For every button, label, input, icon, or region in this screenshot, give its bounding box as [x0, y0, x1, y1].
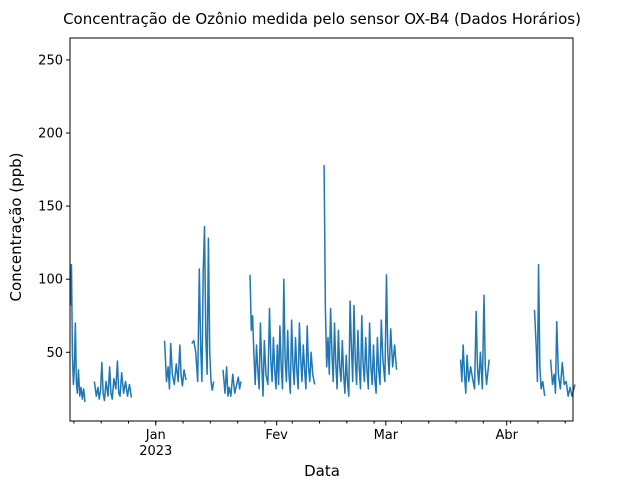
y-tick-label: 250 [38, 53, 63, 68]
axes-frame [69, 37, 574, 422]
series-layer [69, 165, 576, 403]
series-line-segment-0-6 [323, 165, 398, 397]
y-axis-label: Concentração (ppb) [7, 152, 25, 301]
x-axis-label: Data [304, 462, 340, 480]
series-line-segment-0-9 [549, 320, 576, 397]
series-line-segment-0-3 [191, 225, 215, 392]
x-tick-label: Fev [265, 428, 288, 443]
series-line-segment-0-0 [69, 263, 86, 403]
series-line-segment-0-2 [163, 340, 187, 390]
x-tick-label: Jan [145, 428, 166, 443]
chart-title: Concentração de Ozônio medida pelo senso… [63, 10, 581, 28]
series-line-segment-0-8 [533, 263, 546, 397]
x-tick-year-label: 2023 [139, 444, 172, 459]
y-axis: 50 100 150 200 250 [38, 53, 70, 361]
y-tick-label: 150 [38, 200, 63, 215]
y-tick-label: 100 [38, 273, 63, 288]
series-line-segment-0-7 [459, 294, 490, 394]
y-tick-label: 200 [38, 127, 63, 142]
y-tick-label: 50 [46, 346, 63, 361]
x-tick-label: Abr [495, 428, 518, 443]
plot-area [69, 37, 576, 422]
series-line-segment-0-5 [249, 274, 316, 397]
series-line-segment-0-4 [222, 366, 242, 397]
series-line-segment-0-1 [93, 360, 133, 402]
x-tick-label: Mar [374, 428, 399, 443]
